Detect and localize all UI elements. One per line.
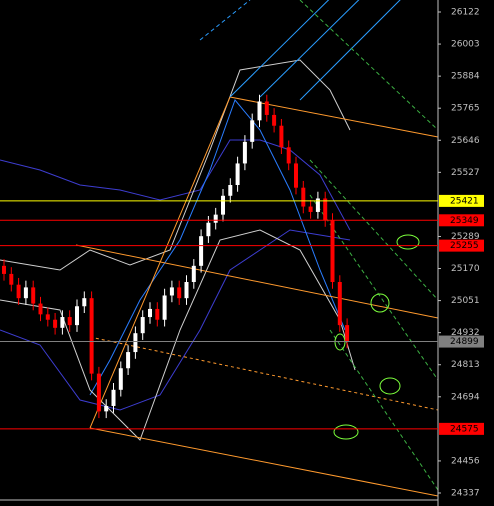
y-tick-label: 24932 — [451, 328, 480, 338]
candle-body — [235, 163, 240, 185]
level-label-box — [439, 335, 484, 348]
level-label-box — [439, 239, 484, 252]
candle-body — [199, 236, 204, 266]
candle-body — [23, 287, 28, 299]
candle-body — [38, 303, 43, 315]
y-tick-label: 25646 — [451, 136, 480, 146]
level-label: 25255 — [450, 241, 479, 251]
candle-body — [213, 214, 218, 223]
marker-ellipse — [396, 234, 420, 250]
level-label-box — [439, 422, 484, 435]
y-tick-label: 24337 — [451, 489, 480, 499]
candle-body — [82, 298, 87, 307]
candle-body — [337, 282, 342, 326]
level-label-box — [439, 194, 484, 207]
candle-body — [279, 125, 284, 148]
candle-body — [67, 317, 72, 326]
y-tick-label: 25765 — [451, 104, 480, 114]
candle-body — [323, 198, 328, 221]
envelope-top — [0, 59, 351, 271]
y-tick-label: 24813 — [451, 360, 480, 370]
marker-ellipse — [379, 377, 401, 395]
candle-body — [286, 147, 291, 164]
candle-body — [162, 295, 167, 320]
candle-body — [169, 287, 174, 296]
candle-body — [221, 195, 225, 215]
fan-line — [299, 0, 401, 101]
ma-line — [89, 99, 346, 396]
indicators — [0, 0, 439, 497]
y-tick-label: 24456 — [451, 456, 480, 466]
candle-body — [89, 298, 94, 374]
candle-body — [272, 114, 277, 126]
fork-line — [309, 159, 439, 301]
fork-line — [299, 0, 439, 131]
level-label-box — [439, 214, 484, 227]
fan-line — [199, 0, 251, 41]
channel-line — [89, 427, 439, 497]
candle-body — [264, 101, 269, 115]
candle-body — [345, 325, 350, 342]
y-tick-label: 25884 — [451, 72, 480, 82]
candle-body — [148, 308, 152, 318]
candle-body — [45, 314, 50, 320]
candle-body — [177, 287, 182, 299]
candle-body — [206, 222, 211, 237]
channel-line — [229, 96, 439, 138]
y-tick-label: 26003 — [451, 40, 480, 50]
candle-body — [2, 265, 6, 274]
y-tick-label: 26122 — [451, 8, 480, 18]
candle-body — [96, 373, 101, 412]
channel-line — [89, 96, 231, 429]
candle-body — [126, 352, 131, 369]
candle-body — [250, 120, 255, 142]
lower-band — [0, 229, 351, 411]
candle-body — [140, 317, 145, 334]
candle-body — [301, 187, 306, 207]
candle-body — [242, 141, 247, 164]
marker-ellipse — [370, 293, 390, 313]
candle-body — [31, 287, 36, 304]
envelope-bottom — [0, 229, 356, 441]
level-label: 25349 — [450, 216, 479, 226]
candle-body — [111, 389, 116, 406]
level-label: 24575 — [450, 424, 479, 434]
candle-body — [104, 405, 109, 412]
y-tick-label: 25170 — [451, 264, 480, 274]
level-label: 24899 — [450, 337, 479, 347]
marker-ellipse — [333, 424, 359, 440]
candle-body — [257, 101, 262, 121]
candle-body — [16, 284, 21, 299]
candle-body — [228, 184, 233, 196]
y-tick-label: 25289 — [451, 232, 480, 242]
candle-body — [191, 265, 196, 283]
candle-body — [53, 319, 58, 328]
channel-line — [75, 244, 439, 319]
upper-band — [0, 139, 351, 231]
candle-body — [184, 282, 189, 299]
candle-body — [315, 198, 320, 212]
y-tick-label: 24694 — [451, 392, 480, 402]
channel-line — [89, 336, 439, 411]
candle-body — [75, 306, 79, 326]
candle-body — [60, 317, 65, 328]
y-tick-label: 25527 — [451, 168, 480, 178]
y-tick-label: 25051 — [451, 296, 480, 306]
candle-body — [330, 220, 335, 283]
candle-body — [294, 163, 298, 188]
candle-body — [155, 308, 160, 320]
candle-body — [118, 368, 123, 390]
fan-line — [229, 0, 330, 98]
candle-body — [308, 206, 313, 212]
candle-body — [133, 333, 138, 353]
fan-line — [259, 0, 360, 98]
candle-body — [9, 273, 14, 285]
level-label: 25421 — [450, 196, 479, 206]
